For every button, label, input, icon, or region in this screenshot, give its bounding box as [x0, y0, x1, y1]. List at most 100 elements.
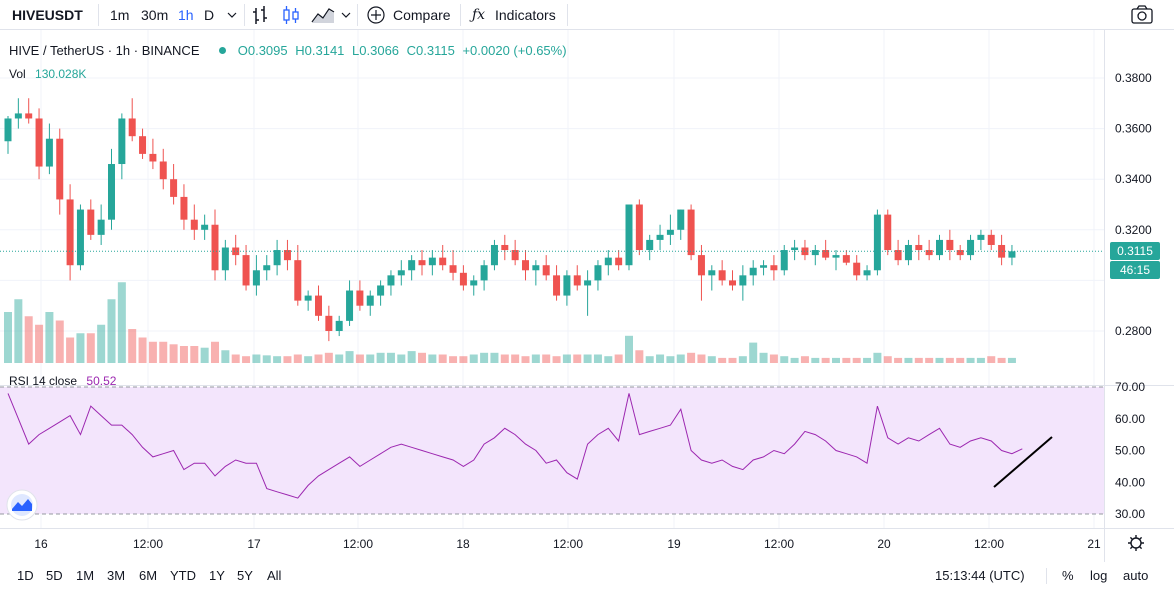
symbol-title[interactable]: HIVE / TetherUS · 1h · BINANCE [9, 43, 200, 58]
main-chart[interactable]: 0.3800 0.3600 0.3400 0.3200 0.2800 70.00 60.0… [0, 30, 1174, 562]
candle-body [273, 250, 281, 266]
candle-body [956, 250, 964, 256]
rsi-axis[interactable]: 70.00 60.00 50.00 40.00 30.00 [1115, 380, 1145, 521]
interval-d[interactable]: D [204, 7, 215, 23]
volume-bar [459, 356, 468, 363]
volume-bar [738, 356, 747, 363]
range-1d[interactable]: 1D [17, 568, 34, 583]
compare-button[interactable]: Compare [393, 7, 451, 23]
volume-bar [66, 337, 75, 363]
market-status-dot [219, 47, 227, 54]
range-3m[interactable]: 3M [107, 568, 126, 583]
top-toolbar: HIVEUSDT 1m 30m 1h D Compare [0, 0, 1174, 30]
candle-body [45, 138, 53, 167]
volume-bar [583, 354, 592, 363]
candle-body [335, 320, 343, 331]
toolbar-divider [357, 4, 358, 26]
price-axis[interactable]: 0.3800 0.3600 0.3400 0.3200 0.2800 [1115, 71, 1152, 338]
settings-gear-icon[interactable] [1128, 535, 1144, 551]
symbol-search[interactable]: HIVEUSDT [12, 7, 83, 23]
candle-body [408, 260, 416, 271]
candle-body [118, 118, 126, 165]
volume-bar [242, 356, 251, 363]
log-toggle[interactable]: log [1090, 568, 1108, 583]
range-ytd[interactable]: YTD [170, 568, 196, 583]
candle-body [573, 275, 581, 286]
candle-body [97, 219, 105, 235]
time-tick-label: 12:00 [974, 537, 1004, 551]
volume-bar [842, 357, 851, 363]
volume-bar [345, 351, 354, 363]
range-all[interactable]: All [267, 568, 282, 583]
volume-bar [128, 329, 137, 363]
interval-1h[interactable]: 1h [178, 7, 194, 23]
time-tick-label: 12:00 [133, 537, 163, 551]
chart-type-dropdown-chevron-icon[interactable] [341, 0, 351, 30]
volume-bar [966, 357, 975, 363]
indicators-button[interactable]: Indicators [495, 7, 556, 23]
rsi-line [7, 393, 1023, 499]
indicators-fx-icon[interactable]: ƒx [472, 7, 486, 23]
volume-bar [14, 299, 23, 363]
compare-plus-icon[interactable] [367, 0, 387, 30]
range-6m[interactable]: 6M [139, 568, 158, 583]
range-5d[interactable]: 5D [46, 568, 63, 583]
volume-bar [676, 354, 685, 363]
candle-body [729, 280, 736, 286]
volume-bar [355, 354, 364, 363]
volume-bar [511, 354, 520, 363]
volume-bar [252, 354, 261, 363]
volume-bar [863, 357, 872, 363]
volume-bar [231, 354, 240, 363]
change-value: +0.0020 (+0.65%) [462, 43, 567, 58]
candle-body [615, 257, 623, 266]
interval-30m[interactable]: 30m [141, 7, 169, 23]
interval-dropdown-chevron-icon[interactable] [227, 0, 237, 30]
volume-bar [552, 356, 561, 363]
volume-bar [211, 341, 219, 363]
volume-bar [821, 357, 830, 363]
candle-body [967, 239, 975, 256]
volume-bar [811, 357, 820, 363]
volume-label[interactable]: Vol [9, 67, 26, 81]
candle-body [542, 265, 550, 276]
candle-body [635, 204, 643, 251]
interval-1m[interactable]: 1m [110, 7, 130, 23]
area-chart-type-icon[interactable] [311, 0, 335, 30]
candle-body [553, 275, 561, 296]
candle-body [252, 270, 260, 286]
volume-bar [469, 354, 478, 363]
percent-toggle[interactable]: % [1062, 568, 1074, 583]
range-1m[interactable]: 1M [76, 568, 95, 583]
auto-toggle[interactable]: auto [1123, 568, 1149, 583]
candle-body [1008, 251, 1016, 258]
open-value: O0.3095 [237, 43, 288, 58]
camera-snapshot-icon[interactable] [1131, 0, 1153, 30]
time-axis[interactable]: 16 12:00 17 12:00 18 12:00 19 12:00 20 12:00 21 [34, 537, 1101, 551]
candle-body [718, 270, 726, 281]
candle-body [532, 265, 540, 271]
candles-chart-type-icon[interactable] [282, 0, 300, 30]
volume-bar [521, 356, 530, 363]
time-tick-label: 12:00 [343, 537, 373, 551]
range-1y[interactable]: 1Y [209, 568, 225, 583]
tradingview-logo-icon[interactable] [6, 489, 38, 521]
range-5y[interactable]: 5Y [237, 568, 253, 583]
rsi-tick-label: 30.00 [1115, 507, 1145, 521]
candle-body [563, 275, 571, 296]
rsi-label[interactable]: RSI 14 close [9, 374, 78, 388]
utc-clock[interactable]: 15:13:44 (UTC) [935, 568, 1025, 583]
volume-bar [418, 352, 426, 363]
candle-body [66, 199, 74, 266]
volume-bar [759, 352, 768, 363]
bar-chart-type-icon[interactable] [252, 0, 270, 30]
drawn-trend-line[interactable] [993, 436, 1053, 488]
candle-body [480, 265, 488, 281]
candle-body [315, 295, 322, 316]
volume-bars [4, 282, 1016, 363]
ohlc-values: O0.3095 H0.3141 L0.3066 C0.3115 +0.0020 … [238, 43, 571, 58]
volume-bar [24, 316, 33, 363]
volume-bar [428, 354, 437, 363]
volume-bar [542, 354, 551, 363]
volume-bar [531, 354, 540, 363]
